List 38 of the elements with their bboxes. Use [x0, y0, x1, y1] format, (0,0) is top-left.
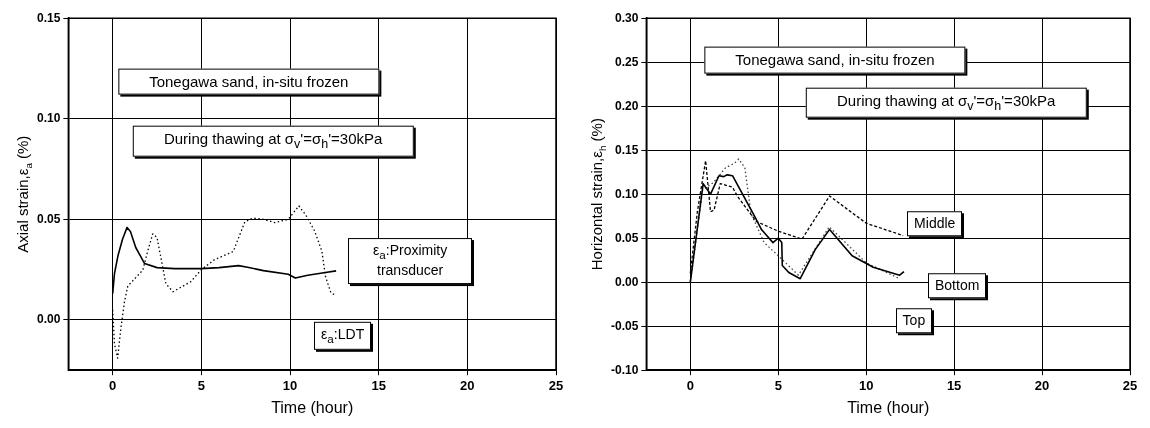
label-box: Bottom [928, 272, 987, 299]
y-tick-label: 0.25 [614, 54, 639, 69]
x-tick-label: 10 [282, 377, 298, 393]
label-box: ε$_{a}$:Proximity transducer [348, 237, 473, 284]
x-tick-label: 5 [774, 377, 782, 393]
y-tick-label: 0.00 [614, 274, 639, 289]
label-box: ε$_{a}$:LDT [314, 321, 372, 350]
note-box: During thawing at σ$_{v}$'=σ$_{h}$'=30kPa [806, 87, 1087, 118]
label-box: Top [895, 307, 933, 334]
x-tick-label: 20 [1034, 377, 1050, 393]
x-tick-label: 0 [109, 377, 117, 393]
y-tick-label: 0.30 [614, 10, 639, 25]
x-axis-title: Time (hour) [271, 398, 354, 416]
x-tick-label: 25 [548, 377, 564, 393]
y-axis-title: Axial strain,εa (%) [14, 135, 34, 253]
note-box: Tonegawa sand, in-situ frozen [704, 47, 966, 74]
x-tick-label: 20 [460, 377, 475, 393]
y-tick-label: 0.05 [37, 211, 61, 226]
x-tick-label: 10 [858, 377, 874, 393]
x-tick-label: 15 [946, 377, 962, 393]
y-tick-label: 0.15 [614, 142, 639, 157]
note-box: Tonegawa sand, in-situ frozen [118, 68, 380, 95]
x-tick-label: 0 [686, 377, 694, 393]
x-tick-label: 15 [371, 377, 386, 393]
y-tick-label: 0.10 [37, 111, 61, 126]
y-tick-label: 0.05 [614, 230, 639, 245]
x-axis-title: Time (hour) [847, 398, 930, 416]
label-box: Middle [907, 210, 963, 237]
y-tick-label: 0.15 [37, 10, 61, 25]
y-tick-label: 0.10 [614, 186, 639, 201]
y-tick-label: 0.20 [614, 98, 639, 113]
x-tick-label: 25 [1122, 377, 1138, 393]
y-axis-title: Horizontal strain,εh (%) [588, 118, 608, 271]
y-tick-label: 0.00 [37, 312, 61, 327]
y-tick-label: -0.05 [610, 318, 639, 333]
note-box: During thawing at σ$_{v}$'=σ$_{h}$'=30kPa [132, 126, 414, 157]
y-tick-label: -0.10 [610, 362, 639, 377]
x-tick-label: 5 [197, 377, 205, 393]
